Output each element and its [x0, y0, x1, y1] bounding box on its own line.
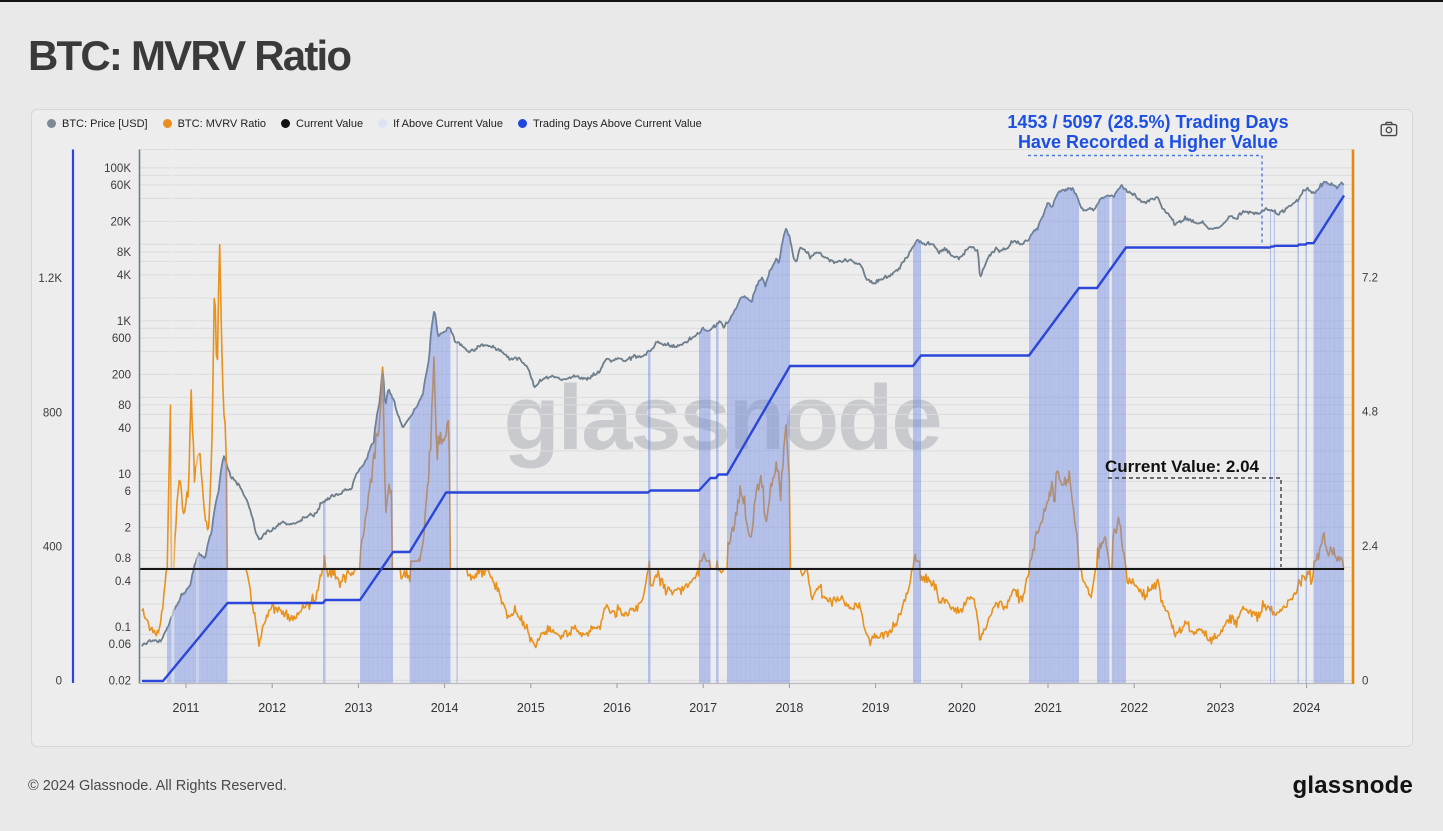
svg-text:2011: 2011 [173, 701, 200, 715]
svg-text:1453 / 5097 (28.5%) Trading Da: 1453 / 5097 (28.5%) Trading Days [1007, 112, 1288, 132]
svg-text:2024: 2024 [1293, 701, 1321, 715]
svg-text:0.4: 0.4 [115, 576, 132, 588]
svg-text:800: 800 [43, 407, 62, 419]
svg-text:2019: 2019 [862, 701, 890, 715]
svg-text:7.2: 7.2 [1362, 272, 1378, 284]
svg-text:2015: 2015 [517, 701, 545, 715]
svg-text:20K: 20K [111, 216, 132, 228]
svg-text:2012: 2012 [258, 701, 286, 715]
svg-text:8K: 8K [117, 247, 131, 259]
svg-text:0: 0 [1362, 676, 1368, 688]
svg-text:2017: 2017 [689, 701, 717, 715]
svg-text:2014: 2014 [431, 701, 459, 715]
svg-text:0.8: 0.8 [115, 553, 131, 565]
svg-text:0.1: 0.1 [115, 622, 131, 634]
svg-text:2016: 2016 [603, 701, 631, 715]
svg-text:60K: 60K [111, 180, 132, 192]
svg-text:40: 40 [118, 423, 131, 435]
svg-text:6: 6 [125, 486, 131, 498]
svg-text:4K: 4K [117, 270, 131, 282]
svg-text:0: 0 [56, 676, 62, 688]
svg-text:2.4: 2.4 [1362, 541, 1379, 553]
svg-text:2013: 2013 [344, 701, 372, 715]
svg-text:100K: 100K [104, 163, 131, 175]
svg-text:2018: 2018 [775, 701, 803, 715]
svg-text:2020: 2020 [948, 701, 976, 715]
svg-text:10: 10 [118, 469, 131, 481]
svg-text:0.02: 0.02 [109, 675, 131, 687]
svg-text:1.2K: 1.2K [38, 273, 62, 285]
svg-text:Current Value: 2.04: Current Value: 2.04 [1105, 457, 1260, 476]
svg-text:2022: 2022 [1120, 701, 1148, 715]
svg-text:200: 200 [112, 369, 131, 381]
svg-text:2023: 2023 [1206, 701, 1234, 715]
svg-text:400: 400 [43, 542, 62, 554]
svg-text:glassnode: glassnode [503, 367, 940, 469]
svg-text:2021: 2021 [1034, 701, 1062, 715]
svg-text:600: 600 [112, 333, 131, 345]
svg-text:80: 80 [118, 400, 131, 412]
svg-text:2: 2 [125, 522, 131, 534]
svg-text:0.06: 0.06 [109, 639, 131, 651]
svg-text:4.8: 4.8 [1362, 407, 1378, 419]
svg-text:Have Recorded a Higher Value: Have Recorded a Higher Value [1018, 132, 1278, 152]
svg-text:1K: 1K [117, 316, 131, 328]
